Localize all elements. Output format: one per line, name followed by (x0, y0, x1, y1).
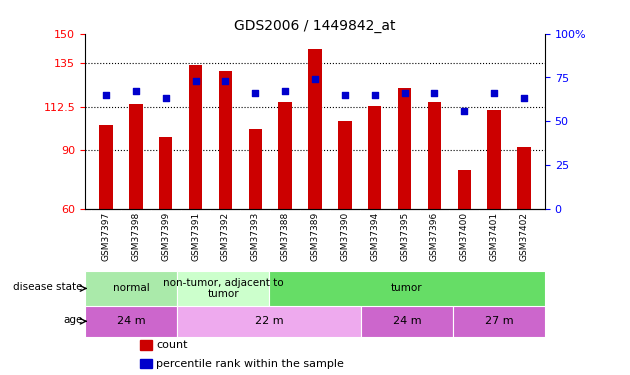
Point (310, 76, 320, 82)
Point (250, 90, 260, 96)
Text: GSM37388: GSM37388 (280, 212, 290, 261)
Bar (189, 65, 202, 209)
Bar (100, 125, 113, 209)
Bar (428, 102, 441, 209)
Point (220, 78, 231, 84)
Bar (368, 106, 381, 209)
Text: GSM37402: GSM37402 (520, 212, 529, 261)
Text: GSM37399: GSM37399 (161, 212, 170, 261)
Text: 24 m: 24 m (117, 316, 146, 326)
Point (190, 78, 200, 84)
Text: GSM37389: GSM37389 (311, 212, 319, 261)
Text: GSM37393: GSM37393 (251, 212, 260, 261)
Point (489, 90, 499, 96)
Bar (338, 121, 352, 209)
Bar (278, 102, 292, 209)
Text: GSM37390: GSM37390 (340, 212, 350, 261)
Bar (129, 104, 142, 209)
Bar (308, 49, 322, 209)
Point (101, 92, 111, 98)
Bar (85, 306, 177, 337)
Bar (457, 170, 471, 209)
Point (459, 108, 469, 114)
Bar (249, 129, 262, 209)
Text: GSM37394: GSM37394 (370, 212, 379, 261)
Text: count: count (156, 340, 188, 350)
Text: non-tumor, adjacent to
tumor: non-tumor, adjacent to tumor (163, 278, 284, 299)
Text: GSM37391: GSM37391 (191, 212, 200, 261)
Bar (85, 271, 177, 306)
Bar (453, 306, 545, 337)
Bar (398, 88, 411, 209)
Bar (219, 71, 232, 209)
Text: 27 m: 27 m (484, 316, 513, 326)
Text: normal: normal (113, 284, 149, 293)
Text: GSM37396: GSM37396 (430, 212, 439, 261)
Text: GSM37398: GSM37398 (131, 212, 140, 261)
Text: disease state: disease state (13, 282, 83, 292)
Point (131, 88, 141, 94)
Point (280, 88, 290, 94)
Text: GSM37397: GSM37397 (101, 212, 110, 261)
Point (370, 92, 380, 98)
Text: GSM37392: GSM37392 (221, 212, 230, 261)
Bar (140, 359, 152, 369)
Bar (177, 306, 361, 337)
Text: GSM37395: GSM37395 (400, 212, 409, 261)
Title: GDS2006 / 1449842_at: GDS2006 / 1449842_at (234, 19, 396, 33)
Text: tumor: tumor (391, 284, 423, 293)
Point (161, 96, 171, 102)
Bar (159, 137, 173, 209)
Point (519, 96, 529, 102)
Bar (488, 110, 501, 209)
Bar (140, 340, 152, 350)
Text: 24 m: 24 m (392, 316, 421, 326)
Point (340, 92, 350, 98)
Bar (517, 147, 530, 209)
Bar (177, 271, 269, 306)
Text: GSM37400: GSM37400 (460, 212, 469, 261)
Text: age: age (64, 315, 83, 325)
Point (430, 90, 440, 96)
Bar (269, 271, 545, 306)
Text: GSM37401: GSM37401 (490, 212, 499, 261)
Bar (361, 306, 453, 337)
Point (399, 90, 410, 96)
Text: 22 m: 22 m (255, 316, 284, 326)
Text: percentile rank within the sample: percentile rank within the sample (156, 358, 344, 369)
